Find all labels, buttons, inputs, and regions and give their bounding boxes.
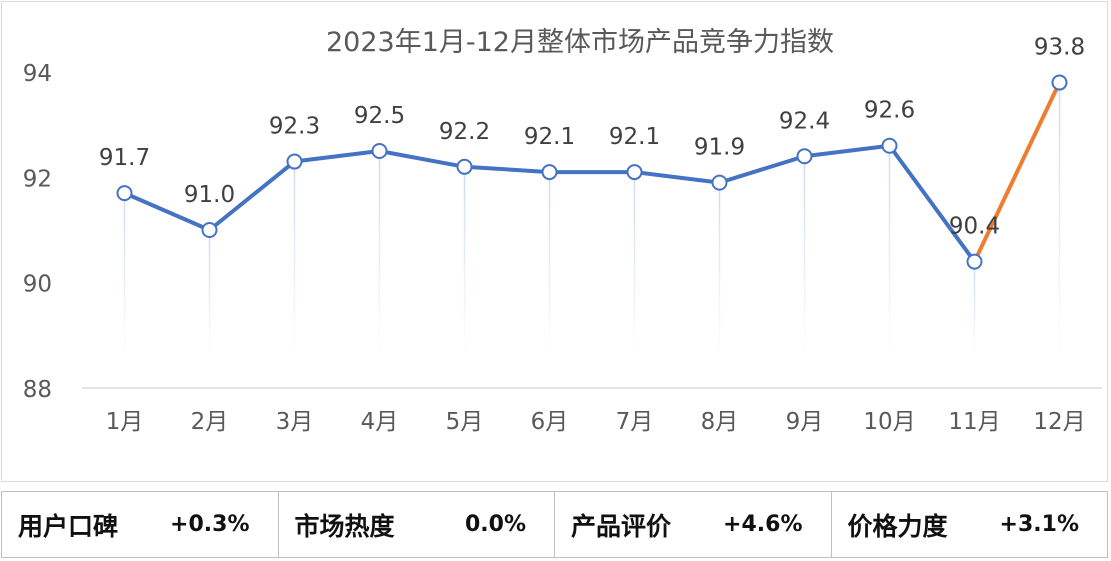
data-label: 92.1: [524, 124, 575, 150]
drop-line: [973, 261, 976, 357]
data-point: [201, 222, 218, 238]
drop-line: [123, 193, 126, 357]
data-label: 91.0: [184, 182, 235, 208]
stat-price-strength: 价格力度 +3.1%: [832, 492, 1108, 557]
drop-line: [888, 145, 891, 357]
highlight-segment: [972, 80, 1062, 264]
series-segment: [377, 149, 467, 169]
drop-line: [718, 182, 721, 357]
x-tick-label: 10月: [863, 409, 915, 435]
stat-value: +0.3%: [170, 512, 250, 537]
x-tick-label: 9月: [786, 409, 824, 435]
drop-line: [293, 161, 296, 357]
drop-line: [633, 172, 636, 357]
drop-line: [208, 230, 211, 357]
stat-label: 用户口碑: [18, 511, 119, 541]
stat-label: 市场热度: [294, 511, 395, 541]
data-label: 92.1: [609, 124, 660, 150]
data-point: [881, 137, 898, 154]
line-chart: 2023年1月-12月整体市场产品竞争力指数 88 90 92 94 1月 2月 3月 4月 5…: [23, 27, 1102, 435]
drop-line: [803, 156, 806, 357]
data-point: [286, 153, 303, 170]
stat-value: +4.6%: [723, 512, 803, 537]
x-tick-label: 2月: [191, 409, 229, 435]
data-point: [796, 148, 813, 165]
series-segment: [717, 154, 807, 185]
data-point: [711, 174, 728, 191]
data-point: [456, 158, 473, 175]
data-label: 92.5: [354, 103, 405, 129]
y-tick-label: 88: [23, 377, 52, 403]
x-tick-label: 3月: [276, 409, 314, 435]
stat-user-reputation: 用户口碑 +0.3%: [2, 492, 279, 557]
data-point: [626, 164, 643, 181]
x-tick-label: 7月: [616, 409, 654, 435]
drop-line: [378, 151, 381, 357]
x-tick-label: 8月: [701, 409, 739, 435]
series-segment: [887, 143, 977, 264]
series-segment: [802, 143, 892, 159]
drop-line: [548, 172, 551, 357]
x-tick-label: 12月: [1033, 409, 1085, 435]
chart-title: 2023年1月-12月整体市场产品竞争力指数: [326, 27, 834, 58]
data-label: 92.4: [779, 108, 830, 134]
chart-frame: 2023年1月-12月整体市场产品竞争力指数 88 90 92 94 1月 2月 3月 4月 5…: [1, 1, 1108, 482]
series-segment: [632, 170, 722, 185]
data-label: 92.2: [439, 119, 490, 145]
x-tick-label: 1月: [106, 409, 144, 435]
stat-label: 产品评价: [571, 511, 672, 541]
data-point: [541, 164, 558, 181]
data-label: 92.6: [864, 98, 915, 124]
data-label: 91.7: [99, 145, 150, 171]
y-tick-label: 90: [23, 272, 52, 298]
series-segment: [462, 164, 552, 175]
data-point: [116, 185, 133, 202]
x-tick-label: 6月: [531, 409, 569, 435]
data-point: [371, 143, 388, 159]
stat-label: 价格力度: [847, 511, 948, 541]
x-tick-label: 4月: [361, 409, 399, 435]
data-point: [966, 253, 983, 270]
y-tick-label: 94: [23, 61, 52, 87]
stat-market-heat: 市场热度 0.0%: [279, 492, 555, 557]
series-segment: [122, 191, 212, 232]
data-label: 92.3: [269, 114, 320, 140]
data-label: 93.8: [1034, 35, 1085, 61]
x-tick-label: 11月: [948, 409, 1000, 435]
data-point: [1051, 74, 1068, 91]
drop-line: [463, 166, 466, 357]
data-label: 90.4: [949, 214, 1000, 240]
stat-value: +3.1%: [999, 512, 1079, 537]
stat-value: 0.0%: [464, 512, 526, 537]
series-segment: [207, 159, 297, 232]
series-segment: [292, 149, 382, 164]
data-label: 91.9: [694, 135, 745, 161]
y-tick-label: 92: [23, 166, 52, 192]
x-tick-label: 5月: [446, 409, 484, 435]
stats-row: 用户口碑 +0.3% 市场热度 0.0% 产品评价 +4.6% 价格力度 +3.…: [1, 491, 1108, 558]
stat-product-review: 产品评价 +4.6%: [555, 492, 832, 557]
drop-line: [1058, 82, 1061, 358]
